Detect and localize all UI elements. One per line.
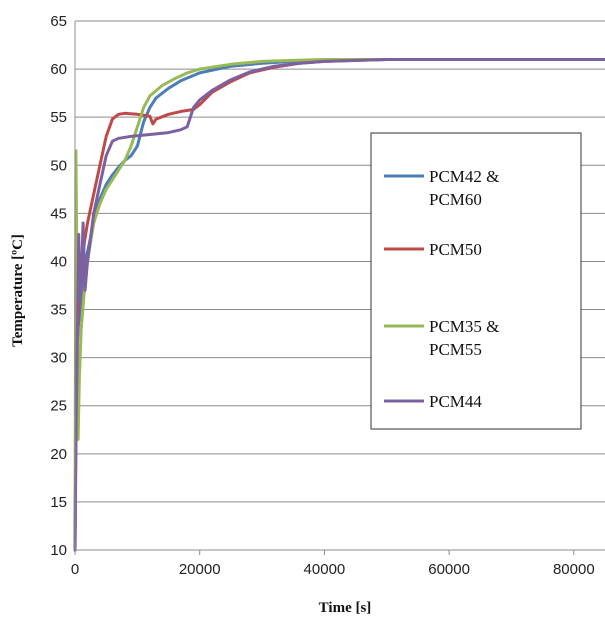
x-tick-label: 0 — [71, 561, 79, 578]
y-tick-label: 50 — [50, 157, 67, 174]
y-tick-labels: 10 15 20 25 30 35 40 45 50 55 60 65 — [50, 13, 67, 559]
legend-label-3: PCM35 & — [429, 317, 499, 336]
y-axis-title: Temperature [ºC] — [10, 234, 26, 347]
x-tick-label: 60000 — [428, 561, 470, 578]
x-axis-title: Time [s] — [319, 600, 372, 616]
y-tick-label: 65 — [50, 13, 67, 30]
horizontal-gridlines — [75, 20, 605, 503]
legend-label-1: PCM60 — [429, 190, 482, 209]
legend-label-4: PCM44 — [429, 392, 482, 411]
legend-label-3: PCM55 — [429, 340, 482, 359]
y-tick-label: 55 — [50, 109, 67, 126]
y-tick-label: 40 — [50, 253, 67, 270]
legend: PCM42 & PCM60 PCM50 PCM35 & PCM55 PCM44 — [370, 132, 582, 430]
y-tick-label: 60 — [50, 61, 67, 78]
y-tick-label: 45 — [50, 205, 67, 222]
y-tick-label: 25 — [50, 398, 67, 415]
x-tick-label: 40000 — [304, 561, 346, 578]
series-line-3 — [73, 58, 605, 552]
y-tick-label: 35 — [50, 302, 67, 319]
y-tick-label: 15 — [50, 494, 67, 511]
x-tick-label: 20000 — [179, 561, 221, 578]
x-tick-label: 80000 — [553, 561, 595, 578]
x-tick-labels: 0 20000 40000 60000 80000 — [71, 550, 595, 578]
legend-label-2: PCM50 — [429, 240, 482, 259]
series-line-4 — [73, 58, 605, 552]
legend-label-1: PCM42 & — [429, 167, 499, 186]
y-tick-label: 10 — [50, 542, 67, 559]
y-tick-label: 20 — [50, 446, 67, 463]
series-lines — [73, 58, 605, 552]
legend-box — [370, 132, 582, 430]
y-tick-label: 30 — [50, 350, 67, 367]
